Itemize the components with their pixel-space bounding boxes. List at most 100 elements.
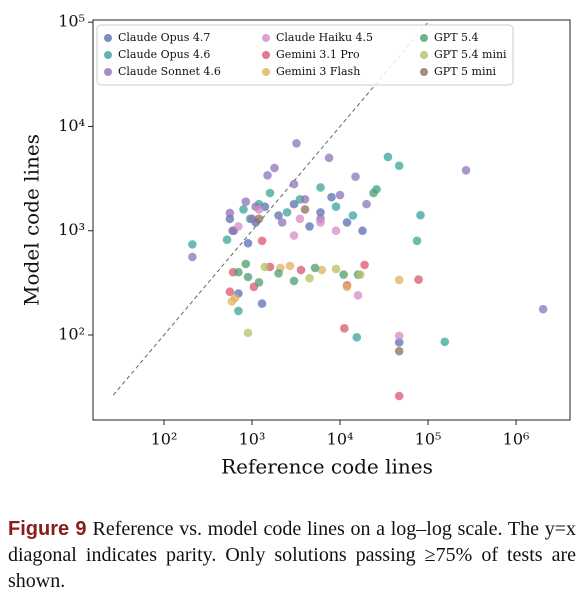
point bbox=[331, 202, 341, 212]
point bbox=[316, 218, 325, 227]
point bbox=[225, 287, 235, 297]
point bbox=[296, 265, 306, 275]
point bbox=[416, 210, 425, 220]
point bbox=[394, 331, 404, 341]
point bbox=[228, 226, 237, 236]
x-axis-label: Reference code lines bbox=[221, 455, 433, 479]
point bbox=[289, 179, 299, 189]
point bbox=[300, 195, 310, 204]
point bbox=[538, 304, 548, 314]
point bbox=[353, 291, 363, 300]
point bbox=[339, 270, 348, 279]
point bbox=[225, 208, 235, 218]
legend-marker bbox=[104, 34, 112, 42]
point bbox=[254, 278, 264, 287]
point bbox=[243, 238, 253, 248]
x-tick-label: 10⁴ bbox=[327, 430, 354, 449]
y-tick-label: 10⁴ bbox=[58, 116, 85, 135]
point bbox=[317, 265, 327, 275]
point bbox=[263, 171, 272, 180]
legend-label: GPT 5.4 bbox=[434, 31, 479, 44]
point bbox=[331, 264, 341, 274]
legend-marker bbox=[420, 51, 428, 59]
point bbox=[394, 338, 404, 347]
point bbox=[274, 269, 283, 278]
legend-marker bbox=[262, 68, 270, 76]
point bbox=[360, 260, 369, 270]
point bbox=[394, 161, 404, 171]
legend-label: Gemini 3 Flash bbox=[276, 65, 360, 78]
y-axis-label: Model code lines bbox=[20, 134, 44, 306]
point bbox=[305, 273, 314, 283]
legend-marker bbox=[420, 34, 428, 42]
x-tick-label: 10⁵ bbox=[415, 430, 442, 449]
y-tick-label: 10³ bbox=[58, 220, 85, 239]
point bbox=[234, 306, 243, 316]
legend-label: Claude Opus 4.7 bbox=[118, 31, 210, 44]
point bbox=[369, 188, 378, 198]
point bbox=[383, 152, 393, 162]
legend-marker bbox=[104, 68, 112, 76]
point bbox=[188, 240, 197, 249]
point bbox=[265, 188, 275, 198]
point bbox=[260, 262, 270, 272]
point bbox=[241, 197, 251, 206]
point bbox=[340, 323, 349, 333]
point bbox=[234, 222, 243, 231]
y-tick-label: 10⁵ bbox=[58, 12, 85, 31]
point bbox=[440, 337, 450, 347]
point bbox=[257, 299, 267, 308]
legend-marker bbox=[262, 34, 270, 42]
point bbox=[289, 231, 299, 240]
plot-frame bbox=[92, 19, 571, 421]
point bbox=[394, 346, 404, 356]
point bbox=[310, 263, 320, 273]
point bbox=[412, 236, 422, 246]
point bbox=[394, 275, 404, 285]
point bbox=[254, 205, 264, 214]
point bbox=[289, 276, 299, 286]
point bbox=[274, 211, 283, 220]
point bbox=[331, 226, 341, 236]
point bbox=[342, 218, 352, 227]
legend-marker bbox=[262, 51, 270, 59]
legend-marker bbox=[420, 68, 428, 76]
legend-marker bbox=[104, 51, 112, 59]
point bbox=[414, 275, 423, 284]
legend-label: Gemini 3.1 Pro bbox=[276, 48, 360, 61]
legend-box bbox=[96, 24, 514, 86]
legend-label: Claude Opus 4.6 bbox=[118, 48, 210, 61]
point bbox=[277, 218, 287, 227]
point bbox=[324, 153, 334, 163]
point bbox=[327, 192, 336, 202]
point bbox=[230, 293, 240, 303]
point bbox=[362, 199, 371, 209]
legend-label: GPT 5 mini bbox=[434, 65, 497, 78]
point bbox=[292, 138, 301, 148]
caption-label: Figure 9 bbox=[8, 518, 87, 540]
y-tick-label: 10² bbox=[58, 324, 85, 343]
point bbox=[394, 391, 404, 401]
point bbox=[316, 208, 325, 217]
point bbox=[356, 270, 365, 279]
point bbox=[234, 267, 243, 277]
point bbox=[351, 172, 360, 181]
point bbox=[461, 165, 471, 175]
point bbox=[352, 333, 362, 342]
point bbox=[243, 272, 253, 282]
point bbox=[300, 205, 310, 214]
legend-label: Claude Haiku 4.5 bbox=[276, 31, 373, 44]
point bbox=[342, 282, 352, 292]
point bbox=[257, 236, 267, 246]
point bbox=[239, 205, 248, 214]
point bbox=[316, 183, 325, 192]
point bbox=[241, 259, 251, 269]
point bbox=[348, 211, 358, 220]
point bbox=[270, 163, 279, 173]
chart: Reference code lines Model code lines 10… bbox=[20, 12, 571, 479]
point bbox=[254, 214, 264, 224]
point bbox=[335, 190, 345, 200]
point bbox=[243, 328, 253, 338]
point bbox=[285, 261, 295, 271]
